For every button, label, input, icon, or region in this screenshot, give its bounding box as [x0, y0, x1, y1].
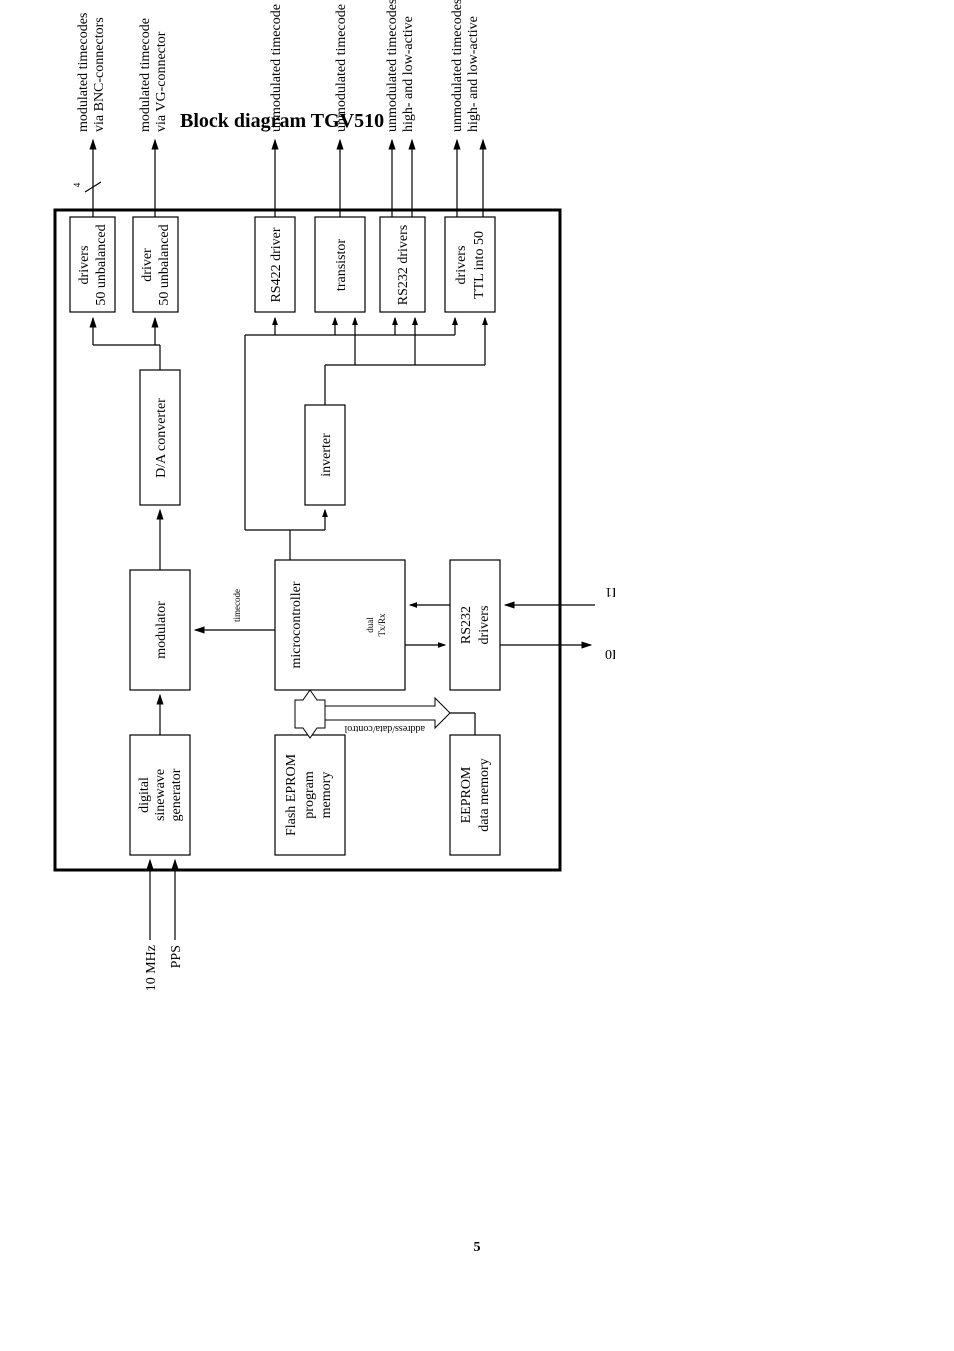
com0-label: RS232 COM0 — [605, 646, 615, 661]
micro-l1: microcontroller — [289, 581, 304, 668]
eprom-l3: memory — [319, 772, 334, 819]
out5-l2: high- and low-active — [401, 16, 416, 132]
rs232drv-l1: RS232 — [459, 606, 474, 644]
ttl-l1: drivers — [454, 246, 469, 285]
drv50a-l2: 50 unbalanced — [94, 224, 109, 305]
diagram: 10 MHz PPS digital sinewave generator mo… — [0, 370, 954, 990]
out1-l2: via BNC-connectors — [92, 17, 107, 132]
ttl-l2: TTL into 50 — [472, 231, 487, 299]
bus-label: address/data/control — [344, 723, 425, 734]
rs422-label: RS422 driver — [269, 227, 284, 302]
out2-l1: modulated timecode — [138, 18, 153, 132]
drv50b-l2: 50 unbalanced — [157, 224, 172, 305]
eeprom-l1: EEPROM — [459, 766, 474, 823]
in-10mhz-label: 10 MHz — [144, 945, 159, 990]
com1-label: RS232 COM1 — [605, 584, 615, 599]
out6-l1: unmodulated timecodes — [450, 0, 465, 132]
rs232-label: RS232 drivers — [396, 225, 411, 306]
inverter-label: inverter — [319, 433, 334, 477]
out5-l1: unmodulated timecodes — [385, 0, 400, 132]
out1-l1: modulated timecodes — [76, 13, 91, 132]
out6-l2: high- and low-active — [466, 16, 481, 132]
out2-l2: via VG-connector — [154, 31, 169, 132]
micro-l2: dual — [365, 617, 375, 633]
bus-eprom-micro — [295, 690, 325, 738]
in-pps-label: PPS — [169, 945, 184, 968]
ttl-block — [445, 217, 495, 312]
out4-label: unmodulated timecode — [334, 4, 349, 132]
eeprom-l2: data memory — [477, 758, 492, 831]
rs232drv-l2: drivers — [477, 606, 492, 645]
slash4-label: 4 — [72, 182, 82, 187]
drv50b-l1: driver — [140, 248, 155, 282]
sine-l1: digital — [137, 777, 152, 813]
out3-label: unmodulated timecode — [269, 4, 284, 132]
eeprom-block — [450, 735, 500, 855]
drv50a-l1: drivers — [77, 246, 92, 285]
da-label: D/A converter — [154, 398, 169, 478]
sine-l3: generator — [169, 768, 184, 821]
timecode-label: timecode — [232, 589, 242, 622]
modulator-label: modulator — [154, 601, 169, 659]
eprom-l2: program — [302, 771, 317, 819]
page-number: 5 — [474, 1240, 481, 1256]
sine-l2: sinewave — [153, 769, 168, 821]
transistor-label: transistor — [334, 239, 349, 291]
rs232drv-block — [450, 560, 500, 690]
eprom-l1: Flash EPROM — [284, 753, 299, 836]
micro-l3: Tx/Rx — [377, 613, 387, 637]
